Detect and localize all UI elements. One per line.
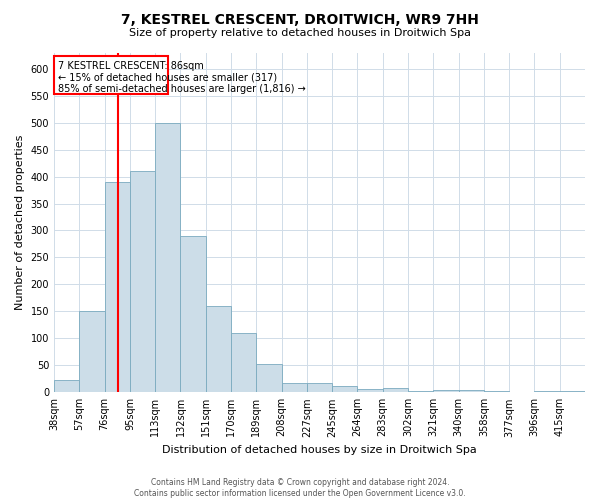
Bar xyxy=(560,391,585,392)
Bar xyxy=(307,382,332,392)
Bar xyxy=(206,306,231,392)
Bar xyxy=(433,390,458,392)
Bar xyxy=(155,122,181,392)
X-axis label: Distribution of detached houses by size in Droitwich Spa: Distribution of detached houses by size … xyxy=(162,445,477,455)
Text: 7 KESTREL CRESCENT: 86sqm: 7 KESTREL CRESCENT: 86sqm xyxy=(58,60,203,70)
Text: Contains HM Land Registry data © Crown copyright and database right 2024.
Contai: Contains HM Land Registry data © Crown c… xyxy=(134,478,466,498)
Text: Size of property relative to detached houses in Droitwich Spa: Size of property relative to detached ho… xyxy=(129,28,471,38)
Y-axis label: Number of detached properties: Number of detached properties xyxy=(15,134,25,310)
Bar xyxy=(256,364,281,392)
Text: ← 15% of detached houses are smaller (317): ← 15% of detached houses are smaller (31… xyxy=(58,72,277,83)
Bar xyxy=(130,171,155,392)
Bar xyxy=(104,182,130,392)
Text: 7, KESTREL CRESCENT, DROITWICH, WR9 7HH: 7, KESTREL CRESCENT, DROITWICH, WR9 7HH xyxy=(121,12,479,26)
Bar xyxy=(383,388,408,392)
Bar xyxy=(408,391,433,392)
Bar xyxy=(231,333,256,392)
Bar xyxy=(358,388,383,392)
Bar xyxy=(79,312,104,392)
Bar xyxy=(181,236,206,392)
Bar xyxy=(484,391,509,392)
Bar xyxy=(332,386,358,392)
Bar xyxy=(458,390,484,392)
Bar xyxy=(281,382,307,392)
Bar xyxy=(54,380,79,392)
Bar xyxy=(53,56,168,94)
Bar xyxy=(535,390,560,392)
Text: 85% of semi-detached houses are larger (1,816) →: 85% of semi-detached houses are larger (… xyxy=(58,84,305,94)
